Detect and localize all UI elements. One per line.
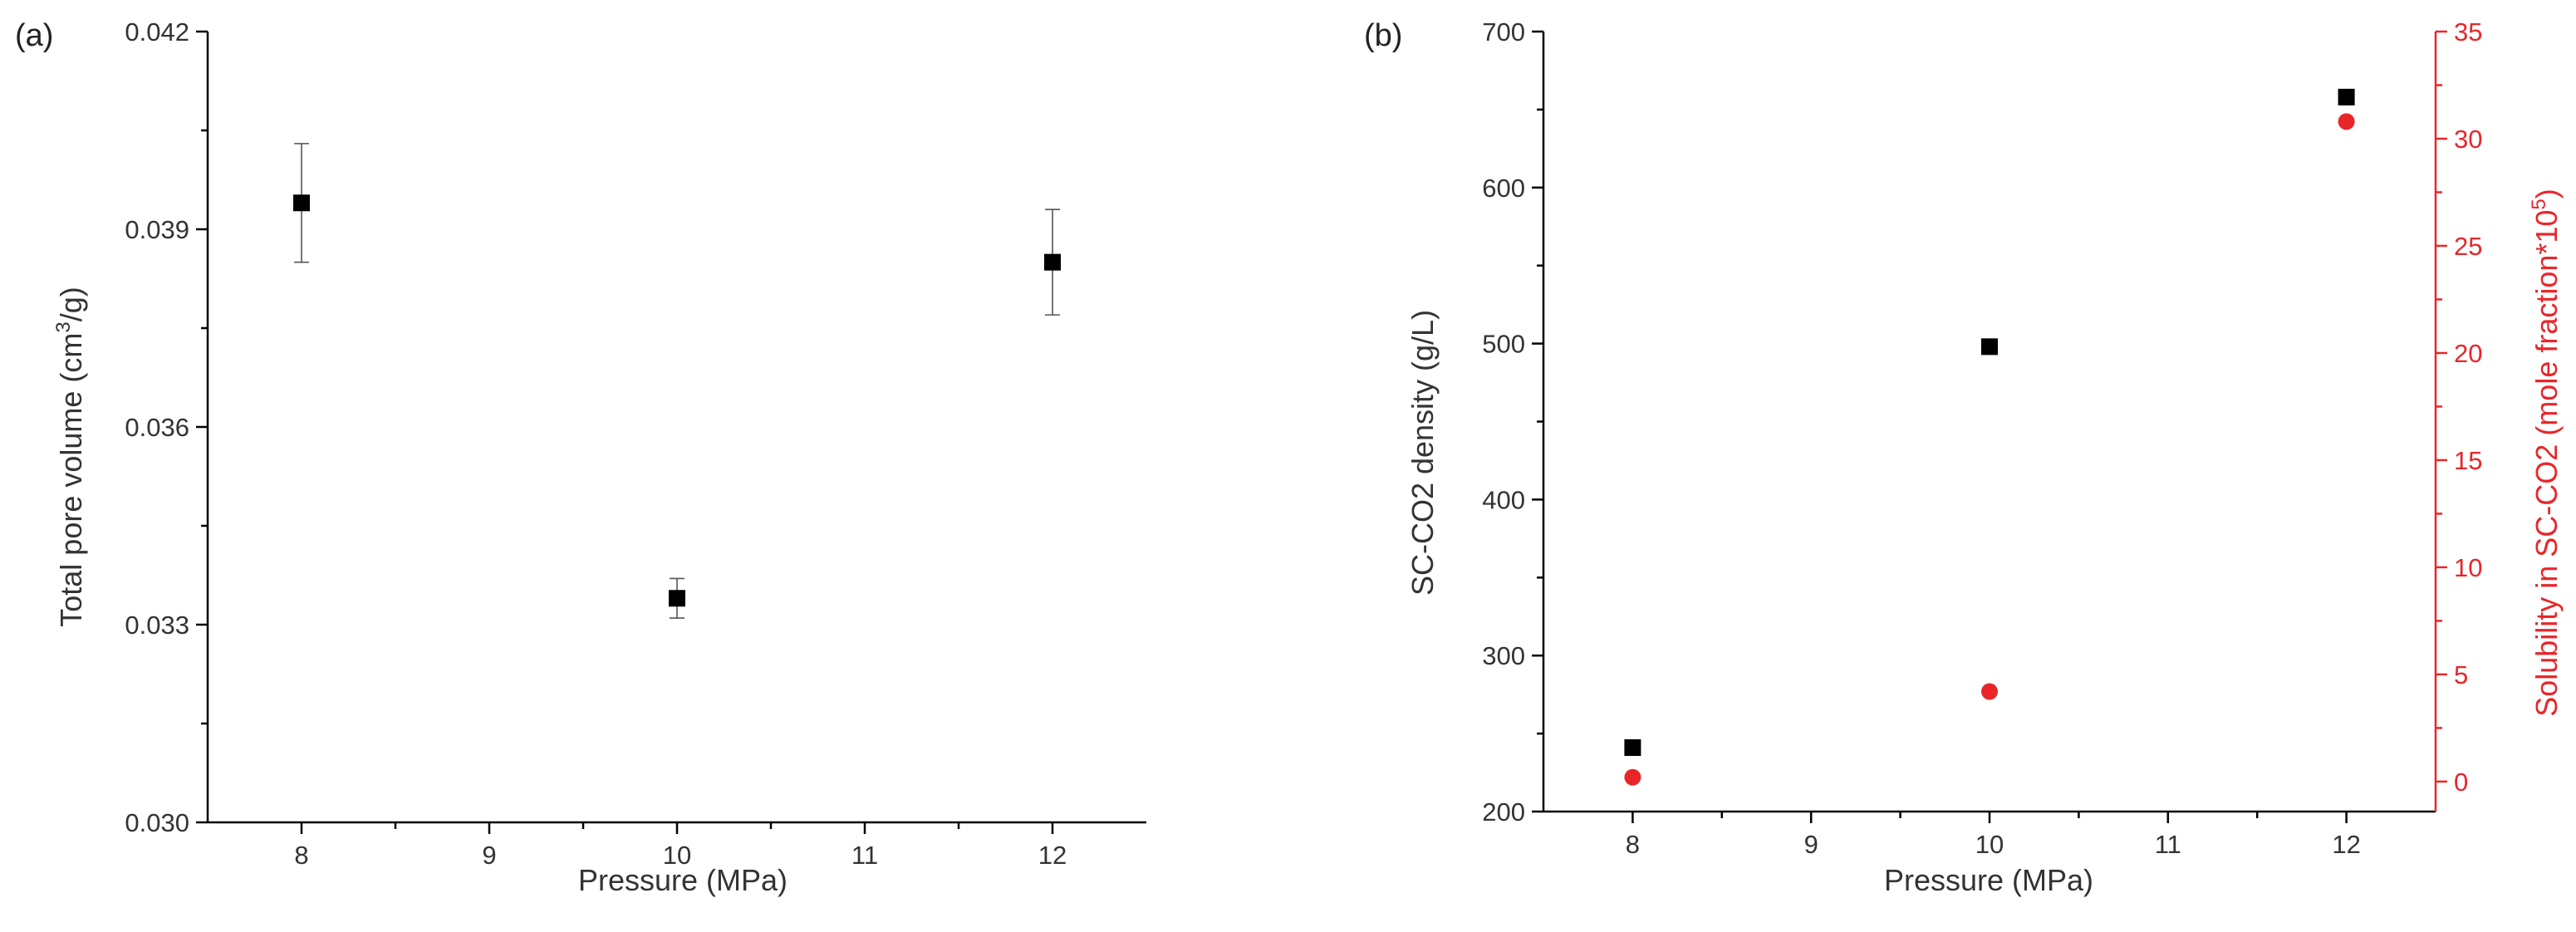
y-tick-label-a: 0.030 bbox=[125, 808, 189, 837]
solubility-point-b bbox=[1624, 768, 1641, 786]
y-left-tick-label-b: 200 bbox=[1482, 797, 1525, 827]
y-tick-label-a: 0.042 bbox=[125, 17, 189, 47]
x-tick-label-a: 12 bbox=[1038, 841, 1067, 870]
y-right-tick-label-b: 20 bbox=[2454, 339, 2482, 368]
x-axis-title-a: Pressure (MPa) bbox=[578, 863, 788, 897]
y-left-tick-label-b: 700 bbox=[1482, 17, 1525, 47]
y-axis-right-title-b: Solubility in SC-CO2 (mole fraction*105) bbox=[2528, 189, 2564, 717]
x-tick-label-a: 8 bbox=[294, 841, 308, 870]
x-tick-label-b: 12 bbox=[2332, 830, 2360, 859]
y-left-tick-label-b: 600 bbox=[1482, 174, 1525, 203]
solubility-point-b bbox=[1981, 683, 1998, 700]
density-point-b bbox=[1981, 338, 1998, 356]
density-point-b bbox=[2338, 88, 2355, 105]
x-tick-label-a: 10 bbox=[663, 841, 691, 870]
panel-label-a: (a) bbox=[15, 18, 53, 53]
x-tick-label-b: 8 bbox=[1626, 830, 1640, 859]
y-right-tick-label-b: 10 bbox=[2454, 553, 2482, 582]
plot-area-b: 8 9 10 11 12 200 300 400 500 600 700 0 5 10 15 20 25 30 35 bbox=[1482, 17, 2482, 859]
chart-panel-a: (a) 8 9 10 11 12 0.030 0.033 0.036 0.039 0.042 Pr… bbox=[15, 17, 1146, 897]
y-tick-label-a: 0.036 bbox=[125, 413, 189, 442]
x-tick-label-a: 11 bbox=[851, 841, 878, 870]
data-point-a bbox=[1044, 253, 1061, 271]
y-axis-title-a: Total pore volume (cm3/g) bbox=[52, 287, 88, 627]
solubility-point-b bbox=[2338, 113, 2355, 130]
y-right-tick-label-b: 30 bbox=[2454, 125, 2482, 154]
plot-area-a: 8 9 10 11 12 0.030 0.033 0.036 0.039 0.042 bbox=[125, 17, 1146, 870]
y-left-tick-label-b: 300 bbox=[1482, 641, 1525, 670]
x-tick-label-b: 9 bbox=[1804, 830, 1818, 859]
y-left-tick-label-b: 400 bbox=[1482, 485, 1525, 514]
panel-label-b: (b) bbox=[1364, 18, 1402, 53]
x-axis-title-b: Pressure (MPa) bbox=[1884, 863, 2093, 897]
y-tick-label-a: 0.033 bbox=[125, 611, 189, 640]
chart-panel-b: (b) 8 9 10 11 12 200 300 400 500 600 700 0 5 10 15 20 25… bbox=[1364, 17, 2564, 897]
x-tick-label-a: 9 bbox=[482, 841, 496, 870]
y-left-tick-label-b: 500 bbox=[1482, 330, 1525, 359]
y-right-tick-label-b: 0 bbox=[2454, 768, 2468, 797]
data-point-a bbox=[293, 194, 310, 212]
y-right-tick-label-b: 25 bbox=[2454, 232, 2482, 261]
data-point-a bbox=[669, 590, 685, 607]
y-right-tick-label-b: 15 bbox=[2454, 446, 2482, 475]
y-tick-label-a: 0.039 bbox=[125, 215, 189, 244]
x-tick-label-b: 11 bbox=[2155, 830, 2181, 859]
y-right-tick-label-b: 5 bbox=[2454, 660, 2468, 689]
x-tick-label-b: 10 bbox=[1975, 830, 2004, 859]
density-point-b bbox=[1624, 739, 1641, 757]
y-right-tick-label-b: 35 bbox=[2454, 17, 2482, 47]
y-axis-left-title-b: SC-CO2 density (g/L) bbox=[1406, 310, 1440, 596]
